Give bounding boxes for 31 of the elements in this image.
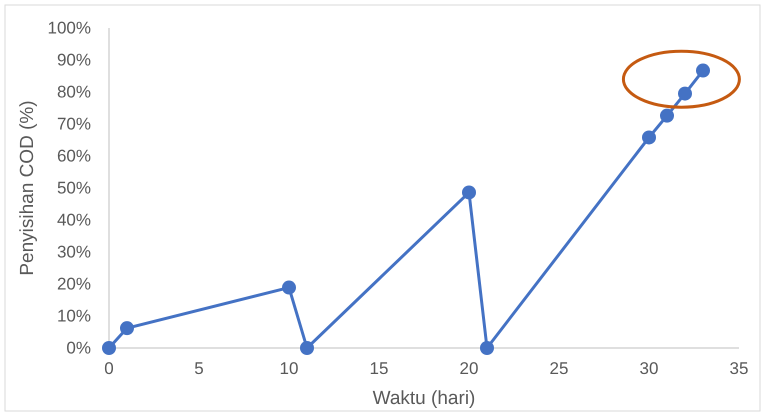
y-tick-label: 30%: [56, 242, 91, 262]
point: [480, 341, 494, 355]
x-tick-label: 30: [640, 359, 658, 378]
point: [660, 108, 674, 123]
y-tick-label: 0%: [66, 338, 91, 358]
y-tick-label: 60%: [56, 146, 91, 166]
x-tick-label: 25: [550, 359, 568, 378]
x-tick-label: 5: [194, 359, 204, 378]
y-axis-title: Penyisihan COD (%): [17, 100, 38, 276]
x-tick-label: 35: [730, 359, 748, 378]
x-tick-label: 10: [280, 359, 298, 378]
point: [462, 185, 476, 200]
point: [282, 280, 296, 295]
x-tick-label: 0: [104, 359, 114, 378]
y-tick-label: 90%: [56, 50, 91, 70]
point: [642, 130, 656, 144]
x-tick-label: 20: [460, 359, 478, 378]
point: [678, 86, 692, 101]
y-tick-label: 10%: [56, 306, 91, 326]
y-tick-label: 20%: [56, 274, 91, 294]
point: [696, 64, 710, 78]
y-tick-label: 70%: [56, 114, 91, 134]
y-tick-label: 50%: [56, 178, 91, 198]
y-tick-label: 100%: [48, 18, 91, 38]
y-tick-label: 40%: [56, 210, 91, 230]
x-axis-title: Waktu (hari): [372, 388, 476, 409]
point: [102, 341, 116, 355]
y-tick-label: 80%: [56, 82, 91, 102]
point: [120, 321, 134, 336]
x-tick-label: 15: [370, 359, 388, 378]
point: [300, 341, 314, 355]
